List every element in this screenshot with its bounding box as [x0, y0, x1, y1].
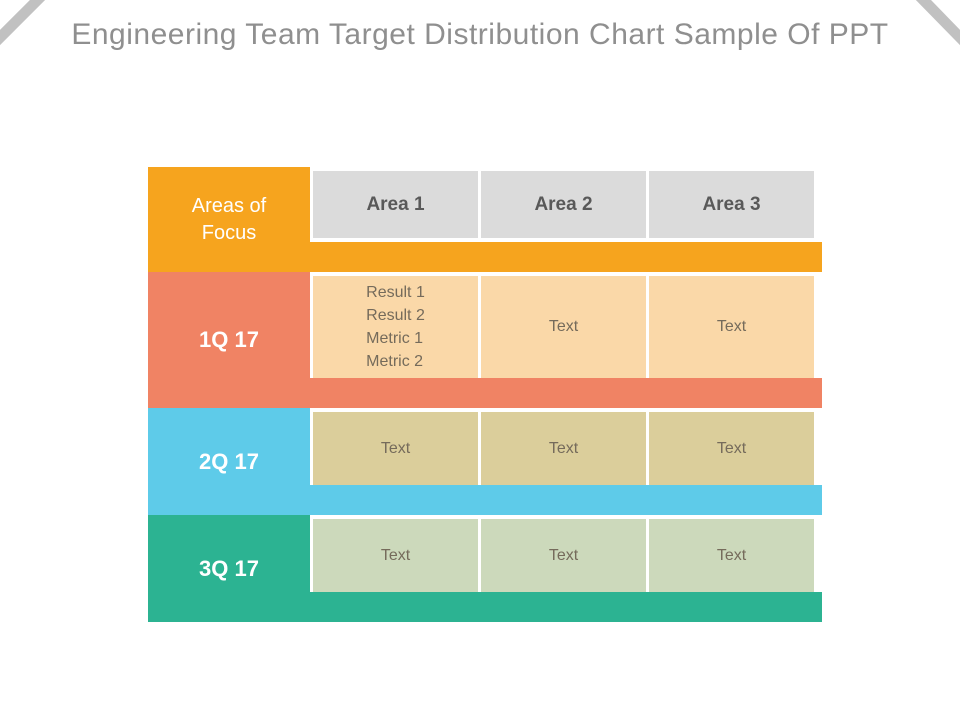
row-band: [306, 378, 822, 408]
table-row-3q17: 3Q 17 Text Text Text: [148, 515, 822, 622]
table-cell: Text: [481, 519, 646, 592]
row-label-3q17: 3Q 17: [148, 515, 310, 622]
areas-of-focus-cell: Areas of Focus: [148, 167, 310, 272]
slide-title: Engineering Team Target Distribution Cha…: [71, 18, 889, 51]
target-distribution-table: Areas of Focus Area 1 Area 2 Area 3 1Q 1…: [148, 167, 822, 622]
table-row-1q17: 1Q 17 Result 1 Result 2 Metric 1 Metric …: [148, 272, 822, 408]
header-row-band: [306, 242, 822, 272]
row-band: [306, 485, 822, 515]
table-cell: Text: [481, 412, 646, 485]
column-header-area-3: Area 3: [649, 171, 814, 238]
table-cell: Text: [649, 276, 814, 378]
result-metric-list: Result 1 Result 2 Metric 1 Metric 2: [366, 283, 425, 371]
header-cells-strip: Area 1 Area 2 Area 3: [313, 171, 814, 238]
row-label-1q17: 1Q 17: [148, 272, 310, 408]
table-cell: Text: [313, 412, 478, 485]
row-cells-strip: Result 1 Result 2 Metric 1 Metric 2 Text…: [313, 276, 814, 378]
table-row-2q17: 2Q 17 Text Text Text: [148, 408, 822, 515]
table-cell: Text: [649, 519, 814, 592]
table-cell: Text: [481, 276, 646, 378]
table-cell: Result 1 Result 2 Metric 1 Metric 2: [313, 276, 478, 378]
table-cell: Text: [649, 412, 814, 485]
row-label-2q17: 2Q 17: [148, 408, 310, 515]
table-header-row: Areas of Focus Area 1 Area 2 Area 3: [148, 167, 822, 272]
column-header-area-2: Area 2: [481, 171, 646, 238]
row-cells-strip: Text Text Text: [313, 519, 814, 592]
row-cells-strip: Text Text Text: [313, 412, 814, 485]
table-cell: Text: [313, 519, 478, 592]
column-header-area-1: Area 1: [313, 171, 478, 238]
row-band: [306, 592, 822, 622]
